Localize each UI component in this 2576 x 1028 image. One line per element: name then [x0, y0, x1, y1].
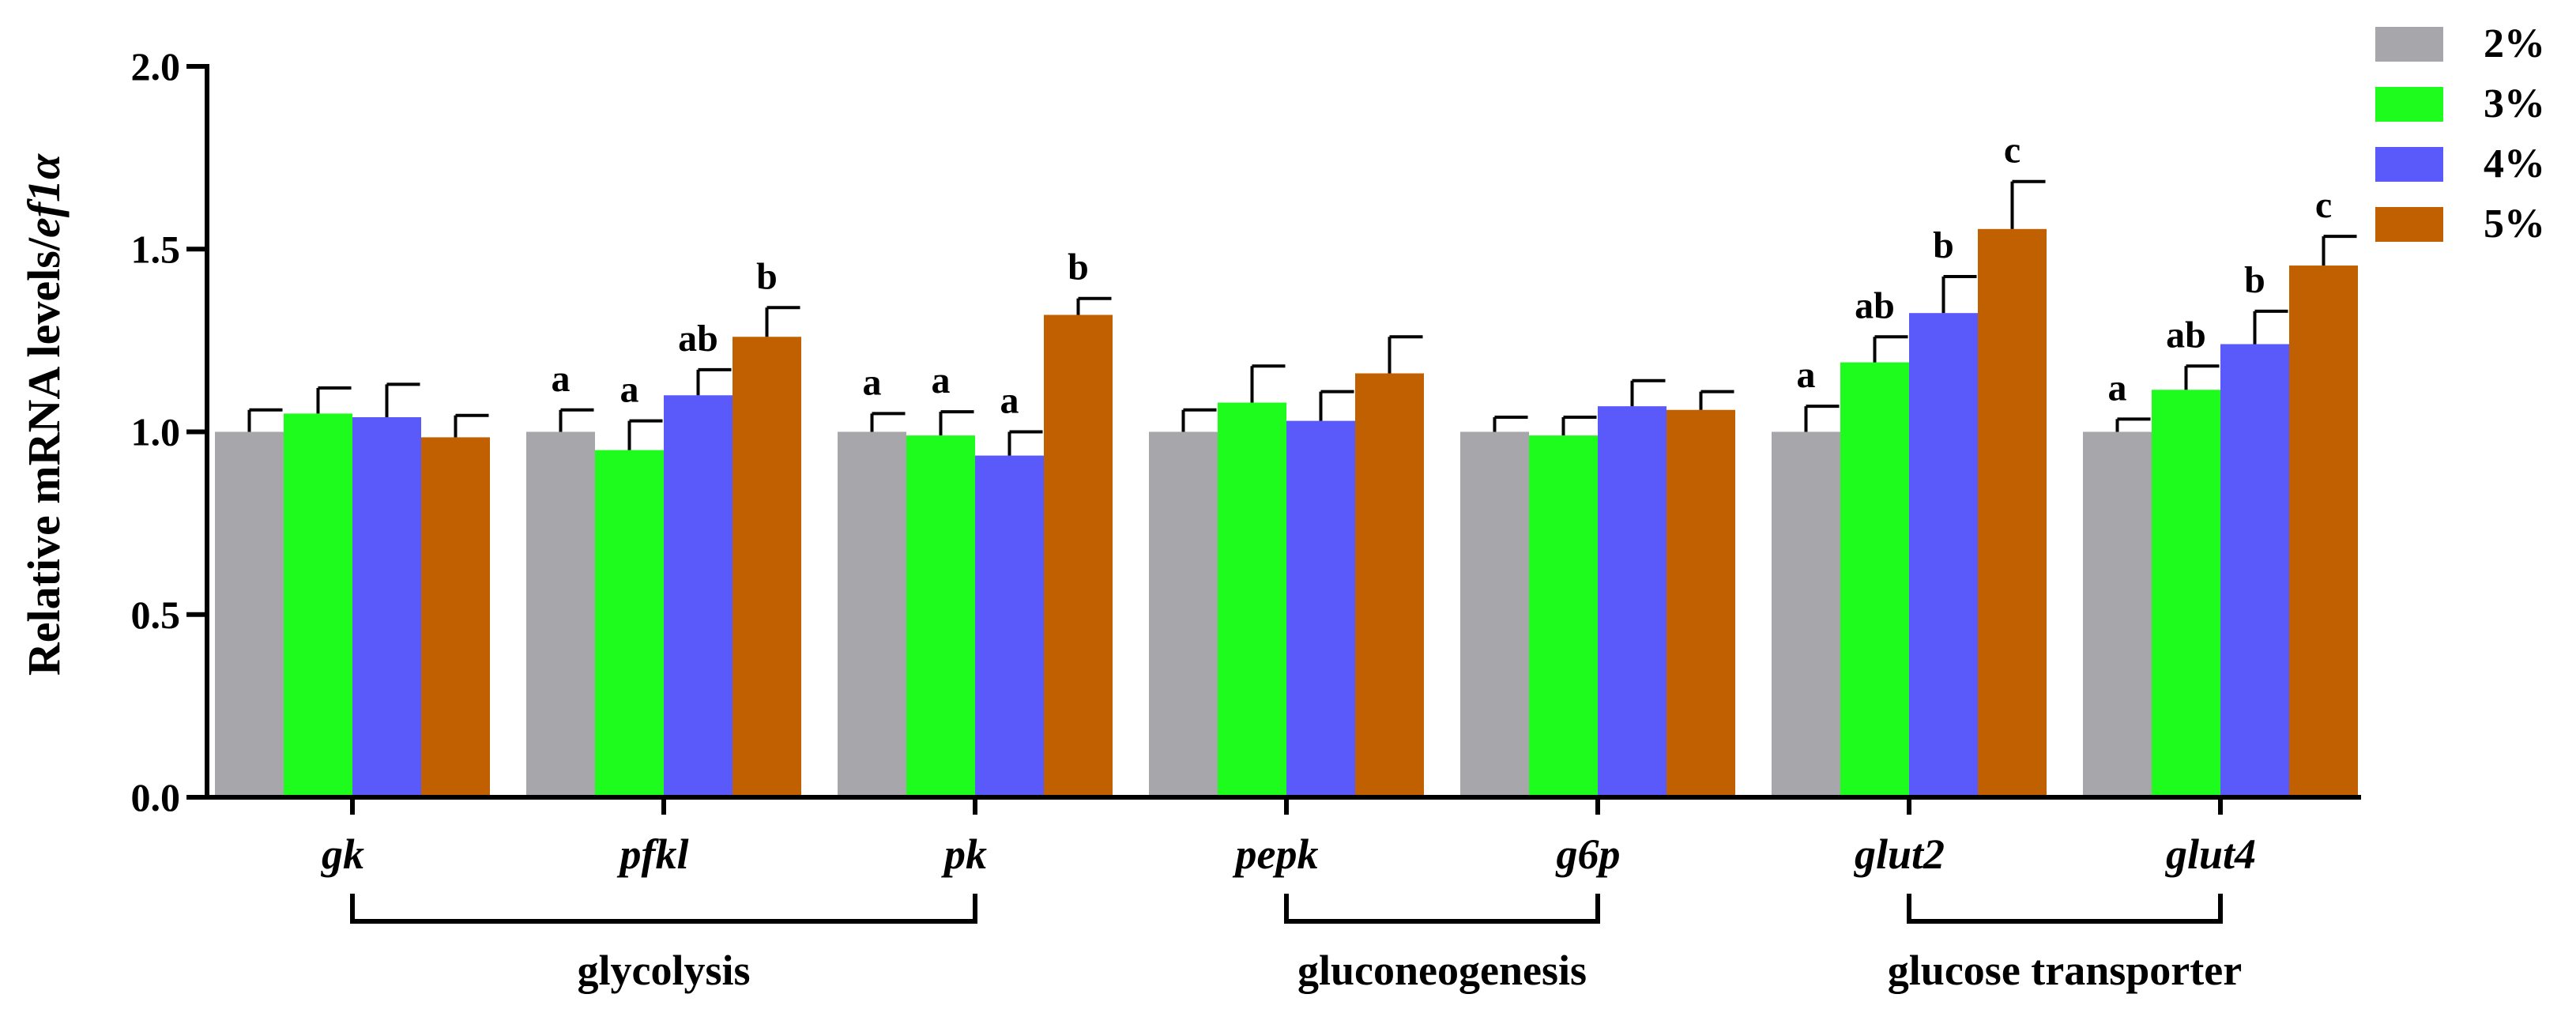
legend-label: 2%	[2484, 21, 2545, 66]
bar-pk-3pct	[906, 435, 975, 797]
group-label: gluconeogenesis	[1297, 947, 1587, 994]
bar-pepk-5pct	[1355, 373, 1424, 797]
significance-letter: a	[863, 361, 882, 403]
legend-swatch-4pct	[2375, 147, 2443, 182]
bar-glut2-4pct	[1909, 313, 1978, 797]
legend-label: 3%	[2484, 81, 2545, 126]
significance-letter: a	[1000, 380, 1019, 422]
y-axis-label: Relative mRNA levels/ef1α	[18, 153, 70, 676]
bar-glut4-3pct	[2152, 390, 2220, 797]
group-bracket	[1907, 894, 2223, 924]
bar-glut2-5pct	[1978, 228, 2047, 797]
significance-letter: a	[2108, 367, 2127, 409]
legend-swatch-3pct	[2375, 87, 2443, 122]
significance-letter: b	[1933, 224, 1954, 266]
bar-pfkl-4pct	[664, 395, 733, 797]
significance-letter: ab	[678, 318, 718, 360]
legend-swatch-5pct	[2375, 207, 2443, 242]
bar-pfkl-5pct	[733, 337, 801, 797]
bar-pfkl-3pct	[595, 450, 664, 797]
bar-g6p-4pct	[1598, 406, 1666, 797]
y-tick-label: 2.0	[131, 44, 181, 88]
bar-pepk-4pct	[1286, 420, 1355, 797]
bar-pk-4pct	[975, 455, 1044, 797]
x-axis: gk pfkl pk pepk g6p glut2 glut4	[207, 795, 2361, 878]
significance-letter: a	[620, 369, 639, 411]
bar-gk-4pct	[352, 417, 421, 797]
bar-glut4-5pct	[2289, 265, 2358, 797]
bar-g6p-2pct	[1460, 431, 1529, 797]
y-tick-label: 1.5	[131, 227, 181, 271]
legend-swatch-2pct	[2375, 27, 2443, 62]
significance-letter: b	[2244, 259, 2265, 301]
y-axis: 0.0 0.5 1.0 1.5 2.0	[131, 44, 209, 819]
gene-groups: glycolysis gluconeogenesis glucose transpo…	[350, 894, 2242, 994]
bar-g6p-5pct	[1666, 409, 1735, 797]
group-label: glycolysis	[577, 947, 750, 994]
bar-pk-2pct	[838, 431, 906, 797]
y-tick-label: 0.0	[131, 775, 181, 819]
bar-glut2-2pct	[1772, 431, 1840, 797]
significance-letter: b	[1068, 247, 1089, 288]
bar-glut4-4pct	[2220, 344, 2289, 797]
significance-letter: b	[756, 255, 778, 297]
significance-letter: a	[932, 360, 951, 401]
bar-pk-5pct	[1044, 314, 1113, 797]
y-tick-label: 0.5	[131, 593, 181, 637]
x-tick-label-pfkl: pfkl	[617, 830, 689, 878]
x-tick-label-pk: pk	[941, 830, 987, 878]
group-bracket	[1284, 894, 1600, 924]
significance-letter: c	[2004, 130, 2021, 171]
bar-glut2-3pct	[1840, 362, 1909, 797]
bar-pepk-2pct	[1149, 431, 1218, 797]
y-tick-label: 1.0	[131, 410, 181, 454]
legend: 2% 3% 4% 5%	[2375, 21, 2545, 247]
bar-pfkl-2pct	[526, 431, 595, 797]
bar-pepk-3pct	[1218, 402, 1286, 797]
bar-glut4-2pct	[2083, 431, 2152, 797]
x-tick-label-g6p: g6p	[1556, 830, 1621, 878]
group-bracket	[350, 894, 977, 924]
bar-gk-3pct	[284, 413, 352, 797]
y-axis-label-text: Relative mRNA levels/	[18, 237, 70, 676]
significance-letter: ab	[2166, 314, 2206, 356]
group-label: glucose transporter	[1888, 947, 2242, 994]
x-tick-label-pepk: pepk	[1233, 830, 1319, 878]
bar-gk-2pct	[215, 431, 284, 797]
significance-letter: a	[1797, 354, 1816, 396]
x-tick-label-gk: gk	[321, 830, 364, 878]
bar-gk-5pct	[421, 437, 490, 797]
y-axis-label-italic: ef1α	[18, 153, 70, 238]
x-tick-label-glut4: glut4	[2165, 830, 2256, 878]
x-tick-label-glut2: glut2	[1854, 830, 1945, 878]
bar-g6p-3pct	[1529, 435, 1598, 797]
significance-letter: a	[552, 358, 571, 400]
significance-letter: c	[2315, 184, 2332, 226]
legend-label: 5%	[2484, 201, 2545, 247]
legend-label: 4%	[2484, 141, 2545, 186]
significance-letter: ab	[1855, 284, 1895, 326]
